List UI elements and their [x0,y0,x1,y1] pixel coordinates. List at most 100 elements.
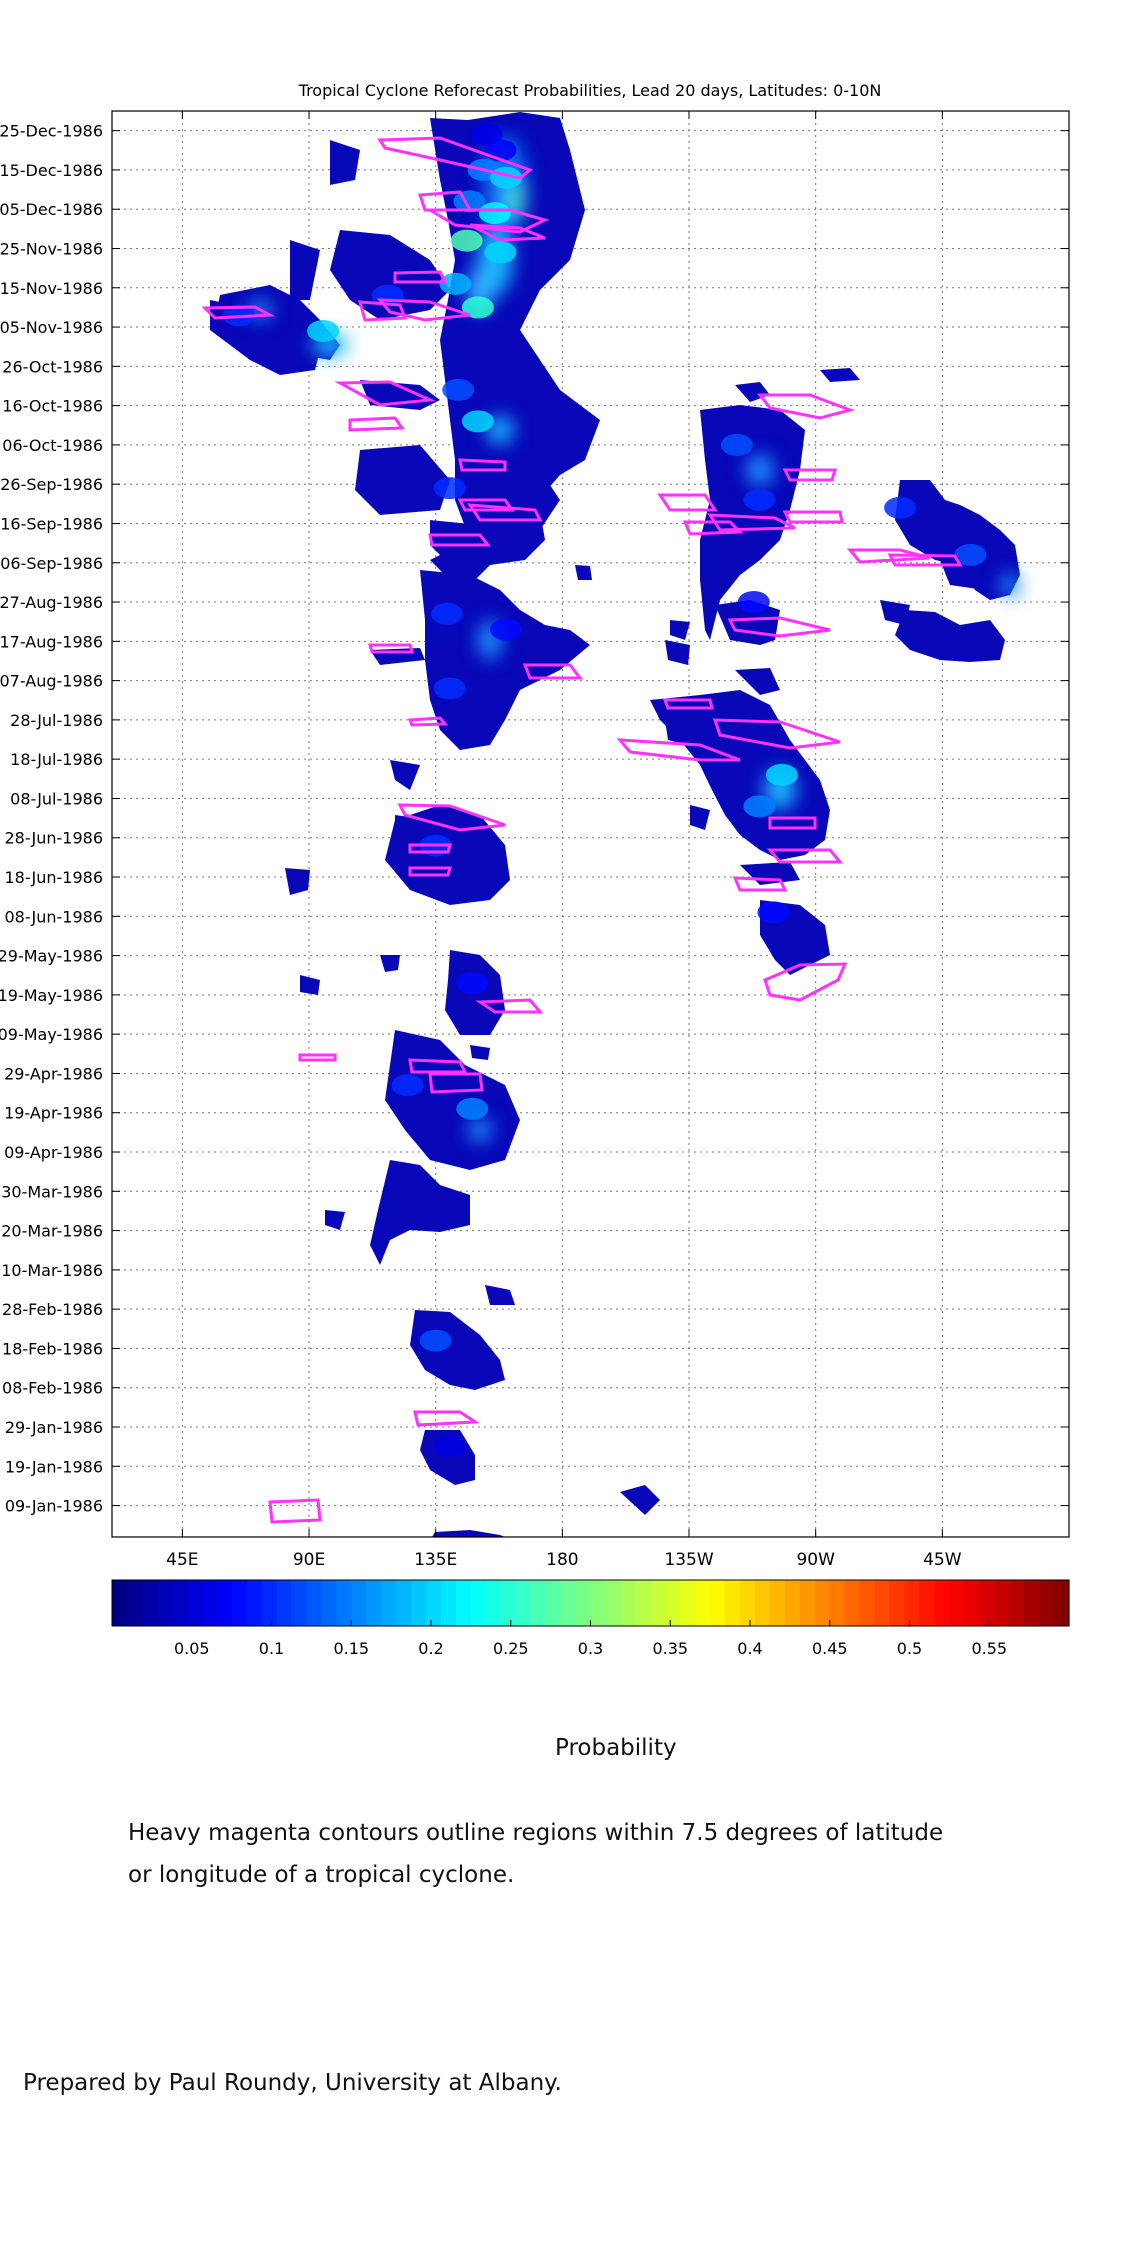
colorbar-tick-label: 0.05 [174,1639,210,1658]
y-tick-label: 08-Jul-1986 [10,789,103,808]
y-tick-label: 19-Apr-1986 [4,1104,103,1123]
heat-cell [307,319,340,342]
colorbar-swatch [156,1580,173,1626]
heat-cell [442,378,475,401]
colorbar-swatch [231,1580,248,1626]
y-tick-label: 28-Feb-1986 [2,1300,103,1319]
colorbar-swatch [276,1580,293,1626]
colorbar-swatch [919,1580,936,1626]
y-tick-label: 28-Jul-1986 [10,711,103,730]
heat-cell [461,410,494,433]
colorbar-swatch [620,1580,636,1626]
colorbar-swatch [440,1580,457,1626]
heat-cell [456,1097,489,1120]
colorbar-tick-label: 0.15 [333,1639,369,1658]
colorbar-swatch [680,1580,696,1626]
colorbar-swatch [814,1580,831,1626]
colorbar-swatch [306,1580,322,1626]
heat-cell [433,677,466,700]
y-tick-label: 06-Sep-1986 [0,554,103,573]
colorbar-swatch [844,1580,861,1626]
y-tick-label: 15-Nov-1986 [0,279,103,298]
y-tick-label: 26-Oct-1986 [2,357,103,376]
heat-cell [439,272,472,295]
colorbar-swatch [874,1580,891,1626]
y-tick-label: 20-Mar-1986 [1,1222,103,1241]
colorbar-tick-label: 0.5 [897,1639,922,1658]
colorbar-swatch [560,1580,577,1626]
colorbar-tick-label: 0.1 [259,1639,284,1658]
heat-cell [737,591,770,614]
heat-cell [757,901,790,924]
y-tick-label: 09-Jan-1986 [5,1497,103,1516]
colorbar-swatch [650,1580,666,1626]
colorbar-swatch [515,1580,532,1626]
y-tick-label: 06-Oct-1986 [2,436,103,455]
colorbar-swatch [799,1580,816,1626]
colorbar-swatch [994,1580,1010,1626]
x-tick-label: 135E [414,1550,457,1570]
colorbar-swatch [261,1580,278,1626]
colorbar-swatch [201,1580,218,1626]
colorbar-swatch [665,1580,681,1626]
heat-cell [433,1435,466,1458]
colorbar-tick-label: 0.4 [737,1639,762,1658]
y-tick-label: 18-Jul-1986 [10,750,103,769]
y-tick-label: 16-Sep-1986 [0,514,103,533]
colorbar-swatch [1009,1580,1025,1626]
colorbar-swatch [485,1580,502,1626]
colorbar-swatch [769,1580,786,1626]
grid [112,111,1069,1537]
colorbar-swatch [351,1580,367,1626]
y-tick-label: 10-Mar-1986 [1,1261,103,1280]
colorbar-swatch [246,1580,263,1626]
colorbar-swatch [979,1580,995,1626]
colorbar-tick-label: 0.2 [418,1639,443,1658]
colorbar-swatch [889,1580,906,1626]
y-tick-label: 30-Mar-1986 [1,1182,103,1201]
colorbar-swatch [500,1580,517,1626]
heat-cell [954,543,987,566]
y-tick-label: 05-Dec-1986 [0,200,103,219]
heat-cell [391,1074,424,1097]
y-tick-label: 29-Jan-1986 [5,1418,103,1437]
colorbar-swatch [949,1580,965,1626]
colorbar-label: Probability [555,1735,677,1761]
colorbar-swatch [291,1580,307,1626]
heat-cell [419,1329,452,1352]
heat-cell [456,972,489,995]
contour-note-line2: or longitude of a tropical cyclone. [128,1862,515,1888]
colorbar-tick-label: 0.55 [971,1639,1007,1658]
heat-cell [478,202,511,225]
colorbar-swatch [695,1580,711,1626]
y-tick-label: 09-Apr-1986 [4,1143,103,1162]
colorbar-swatch [754,1580,771,1626]
colorbar-tick-label: 0.35 [652,1639,688,1658]
y-tick-label: 15-Dec-1986 [0,161,103,180]
x-tick-label: 45W [923,1550,962,1570]
y-tick-label: 09-May-1986 [0,1025,103,1044]
heat-cell [484,241,517,264]
chart-title: Tropical Cyclone Reforecast Probabilitie… [298,81,882,100]
colorbar-swatch [396,1580,412,1626]
y-tick-label: 25-Dec-1986 [0,122,103,141]
x-axis: 45E 90E 135E 180 135W 90W 45W [166,111,962,1570]
x-tick-label: 90E [293,1550,325,1570]
heat-cell [470,123,503,146]
y-tick-label: 18-Jun-1986 [4,868,103,887]
colorbar-tick-label: 0.25 [493,1639,529,1658]
colorbar-swatch [859,1580,876,1626]
colorbar-swatch [321,1580,337,1626]
colorbar-swatch [530,1580,547,1626]
colorbar-swatch [545,1580,562,1626]
heat-cell [884,496,917,519]
colorbar-swatch [112,1580,128,1626]
colorbar-swatch [381,1580,397,1626]
y-tick-label: 16-Oct-1986 [2,397,103,416]
y-tick-label: 07-Aug-1986 [0,672,103,691]
y-tick-label: 19-May-1986 [0,986,103,1005]
y-tick-label: 17-Aug-1986 [0,632,103,651]
y-tick-label: 18-Feb-1986 [2,1339,103,1358]
colorbar-swatch [186,1580,203,1626]
